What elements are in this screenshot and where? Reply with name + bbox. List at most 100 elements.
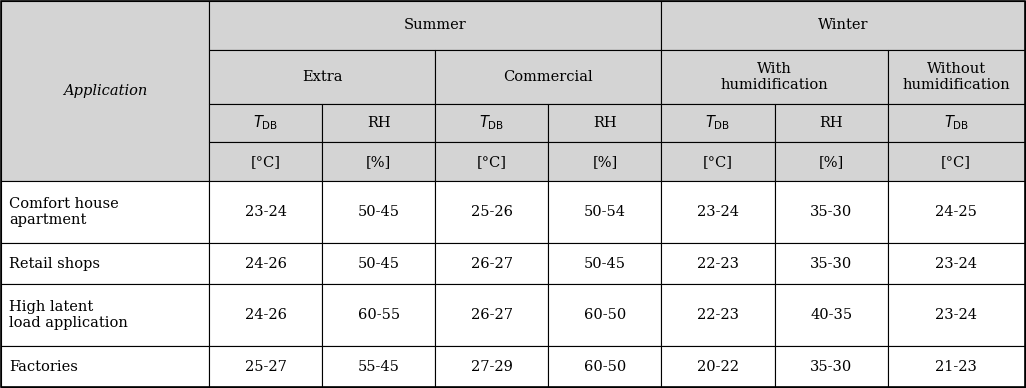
Text: 26-27: 26-27	[471, 257, 513, 271]
Bar	[1, 243, 209, 284]
Text: 26-27: 26-27	[471, 308, 513, 322]
Bar	[775, 181, 887, 243]
Text: 60-55: 60-55	[358, 308, 400, 322]
Text: Commercial: Commercial	[504, 70, 593, 84]
Bar	[548, 142, 662, 181]
Text: Comfort house
apartment: Comfort house apartment	[9, 197, 119, 227]
Text: $\mathit{T}_{\mathrm{DB}}$: $\mathit{T}_{\mathrm{DB}}$	[706, 114, 731, 132]
Text: 35-30: 35-30	[810, 360, 853, 374]
Text: 22-23: 22-23	[697, 308, 739, 322]
Bar	[209, 142, 322, 181]
Text: 27-29: 27-29	[471, 360, 513, 374]
Text: [%]: [%]	[592, 155, 618, 169]
Bar	[662, 243, 775, 284]
Text: Summer: Summer	[404, 18, 467, 32]
Bar	[209, 181, 322, 243]
Bar	[209, 104, 322, 142]
Text: Retail shops: Retail shops	[9, 257, 100, 271]
Text: 50-45: 50-45	[358, 257, 400, 271]
Text: [%]: [%]	[819, 155, 843, 169]
Bar	[662, 181, 775, 243]
Bar	[435, 104, 548, 142]
Bar	[322, 142, 435, 181]
Bar	[887, 181, 1025, 243]
Bar	[662, 346, 775, 387]
Text: 24-26: 24-26	[244, 308, 286, 322]
Bar	[887, 142, 1025, 181]
Bar	[548, 181, 662, 243]
Bar	[662, 50, 887, 104]
Text: 35-30: 35-30	[810, 257, 853, 271]
Bar	[887, 104, 1025, 142]
Text: $\mathit{T}_{\mathrm{DB}}$: $\mathit{T}_{\mathrm{DB}}$	[479, 114, 505, 132]
Bar	[435, 243, 548, 284]
Bar	[662, 1, 1025, 50]
Bar	[887, 50, 1025, 104]
Bar	[887, 346, 1025, 387]
Text: RH: RH	[593, 116, 617, 130]
Text: 23-24: 23-24	[935, 308, 977, 322]
Bar	[775, 346, 887, 387]
Text: 23-24: 23-24	[697, 205, 739, 219]
Text: $\mathit{T}_{\mathrm{DB}}$: $\mathit{T}_{\mathrm{DB}}$	[253, 114, 278, 132]
Bar	[887, 243, 1025, 284]
Bar	[662, 142, 775, 181]
Bar	[209, 284, 322, 346]
Text: 40-35: 40-35	[811, 308, 853, 322]
Bar	[435, 50, 662, 104]
Text: 55-45: 55-45	[358, 360, 400, 374]
Bar	[209, 50, 435, 104]
Text: Without
humidification: Without humidification	[902, 62, 1010, 92]
Text: 60-50: 60-50	[584, 360, 626, 374]
Text: 50-45: 50-45	[358, 205, 400, 219]
Text: 35-30: 35-30	[810, 205, 853, 219]
Text: 23-24: 23-24	[935, 257, 977, 271]
Text: [%]: [%]	[366, 155, 391, 169]
Text: RH: RH	[820, 116, 843, 130]
Text: 60-50: 60-50	[584, 308, 626, 322]
Text: With
humidification: With humidification	[720, 62, 828, 92]
Bar	[548, 104, 662, 142]
Text: 22-23: 22-23	[697, 257, 739, 271]
Bar	[435, 142, 548, 181]
Bar	[322, 181, 435, 243]
Bar	[548, 243, 662, 284]
Bar	[322, 284, 435, 346]
Text: $\mathit{T}_{\mathrm{DB}}$: $\mathit{T}_{\mathrm{DB}}$	[944, 114, 969, 132]
Bar	[1, 1, 209, 181]
Text: [°C]: [°C]	[250, 155, 280, 169]
Text: [°C]: [°C]	[477, 155, 507, 169]
Text: Factories: Factories	[9, 360, 78, 374]
Bar	[322, 104, 435, 142]
Bar	[662, 284, 775, 346]
Bar	[775, 243, 887, 284]
Bar	[322, 346, 435, 387]
Text: Extra: Extra	[302, 70, 343, 84]
Text: High latent
load application: High latent load application	[9, 300, 128, 331]
Bar	[1, 181, 209, 243]
Text: 50-45: 50-45	[584, 257, 626, 271]
Text: 21-23: 21-23	[935, 360, 977, 374]
Bar	[209, 1, 662, 50]
Text: 24-25: 24-25	[935, 205, 977, 219]
Bar	[209, 243, 322, 284]
Bar	[775, 104, 887, 142]
Bar	[435, 284, 548, 346]
Text: 23-24: 23-24	[244, 205, 286, 219]
Text: [°C]: [°C]	[941, 155, 972, 169]
Bar	[548, 284, 662, 346]
Bar	[548, 346, 662, 387]
Text: 50-54: 50-54	[584, 205, 626, 219]
Bar	[322, 243, 435, 284]
Text: Winter: Winter	[818, 18, 868, 32]
Bar	[435, 181, 548, 243]
Bar	[887, 284, 1025, 346]
Text: 25-26: 25-26	[471, 205, 513, 219]
Text: 24-26: 24-26	[244, 257, 286, 271]
Bar	[1, 346, 209, 387]
Bar	[435, 346, 548, 387]
Bar	[1, 284, 209, 346]
Text: RH: RH	[367, 116, 391, 130]
Text: [°C]: [°C]	[703, 155, 733, 169]
Bar	[775, 284, 887, 346]
